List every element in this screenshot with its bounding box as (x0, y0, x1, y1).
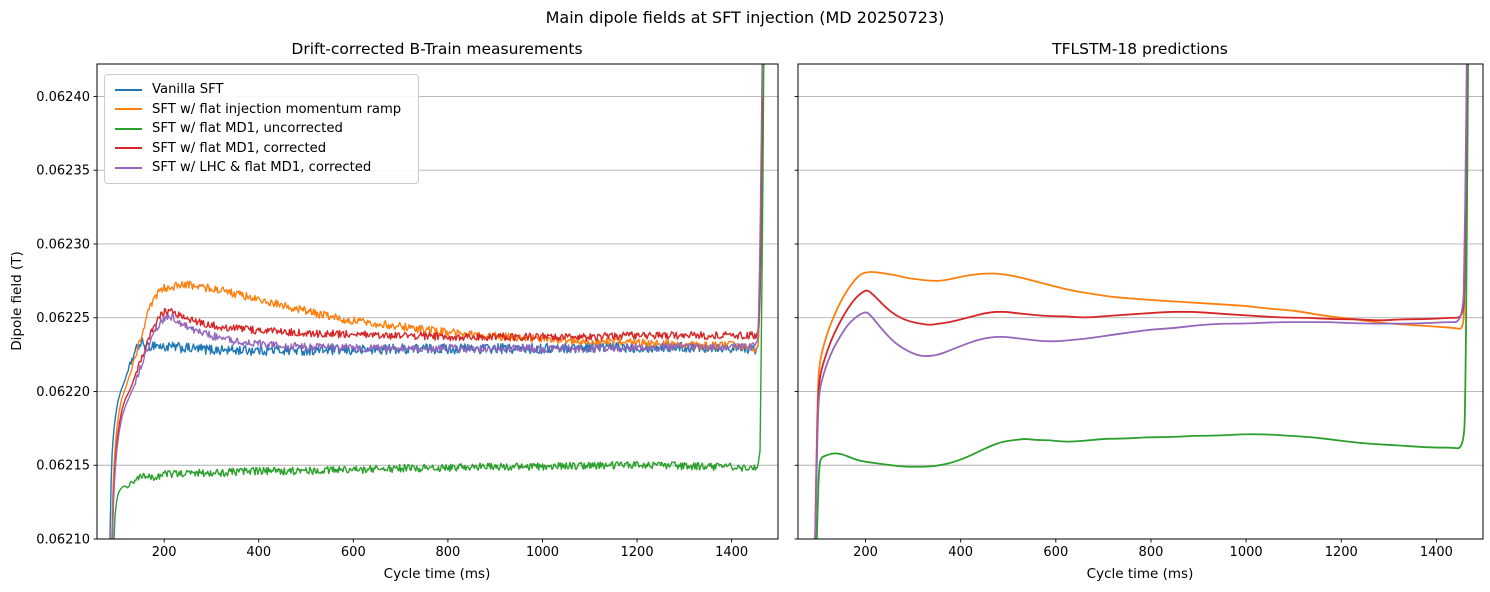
series-line-sft-w-flat-md1-corrected (814, 64, 1468, 539)
legend-box: Vanilla SFT SFT w/ flat injection moment… (104, 74, 419, 184)
axis-ticks: 200 400 600 800 1000 1200 1400 0.06210 0.06215 0.… (36, 90, 748, 560)
left-axes-title: Drift-corrected B-Train measurements (291, 40, 583, 58)
x-tick-label: 400 (246, 545, 271, 560)
legend-item: SFT w/ flat MD1, corrected (111, 139, 414, 159)
y-tick-label: 0.06215 (36, 459, 90, 474)
series-line-sft-w-flat-md1-uncorrected (815, 64, 1469, 539)
legend-item-label: SFT w/ flat MD1, corrected (152, 140, 327, 156)
legend-line-swatch (115, 147, 142, 150)
y-axis-label: Dipole field (T) (9, 251, 25, 351)
x-tick-label: 1000 (1230, 545, 1263, 560)
legend-item-label: SFT w/ flat MD1, uncorrected (152, 121, 343, 136)
axes-spines (96, 63, 779, 540)
gridlines (798, 96, 1483, 540)
axes-spines (797, 63, 1484, 540)
x-tick-label: 1200 (1325, 545, 1358, 560)
legend-line-swatch (115, 108, 142, 111)
legend-item: SFT w/ flat MD1, uncorrected (111, 119, 414, 139)
x-tick-label: 600 (1043, 545, 1068, 560)
series-line-sft-w-flat-injection-momentum-ramp (111, 64, 764, 539)
legend-item: SFT w/ LHC & flat MD1, corrected (111, 158, 414, 178)
x-tick-label: 1400 (1420, 545, 1453, 560)
legend-line-swatch (115, 88, 142, 91)
x-tick-label: 800 (1139, 545, 1164, 560)
left-x-axis-label: Cycle time (ms) (383, 566, 491, 582)
legend-item-label: SFT w/ flat injection momentum ramp (152, 101, 402, 117)
series-line-sft-w-flat-md1-corrected (111, 96, 764, 539)
y-tick-label: 0.06235 (36, 164, 90, 179)
legend-item-label: Vanilla SFT (152, 82, 224, 97)
x-tick-label: 200 (152, 545, 177, 560)
x-tick-label: 600 (341, 545, 366, 560)
series-lines (814, 64, 1469, 539)
right-axes-title: TFLSTM-18 predictions (1052, 40, 1228, 58)
axes-panel-1: 200 400 600 800 1000 1200 1400 (794, 63, 1484, 560)
series-line-sft-w-flat-md1-uncorrected (113, 64, 765, 539)
x-tick-label: 200 (853, 545, 878, 560)
y-tick-label: 0.06220 (36, 385, 90, 400)
x-tick-label: 1200 (621, 545, 654, 560)
legend-line-swatch (115, 127, 142, 130)
y-tick-label: 0.06225 (36, 311, 90, 326)
y-tick-label: 0.06240 (36, 90, 90, 105)
y-tick-label: 0.06210 (36, 533, 90, 548)
series-line-sft-w-lhc-flat-md1-corrected (814, 64, 1468, 539)
x-tick-label: 1000 (526, 545, 559, 560)
series-line-sft-w-lhc-flat-md1-corrected (111, 64, 763, 539)
x-tick-label: 800 (435, 545, 460, 560)
x-tick-label: 1400 (715, 545, 748, 560)
right-x-axis-label: Cycle time (ms) (1086, 566, 1194, 582)
series-line-sft-w-flat-injection-momentum-ramp (814, 64, 1468, 539)
legend-line-swatch (115, 166, 142, 169)
figure-suptitle: Main dipole fields at SFT injection (MD … (545, 8, 945, 27)
legend-item: SFT w/ flat injection momentum ramp (111, 100, 414, 120)
series-lines (109, 64, 765, 539)
y-tick-label: 0.06230 (36, 237, 90, 252)
legend-item: Vanilla SFT (111, 80, 414, 100)
x-tick-label: 400 (948, 545, 973, 560)
legend-item-label: SFT w/ LHC & flat MD1, corrected (152, 160, 372, 175)
axis-ticks: 200 400 600 800 1000 1200 1400 (794, 96, 1453, 560)
